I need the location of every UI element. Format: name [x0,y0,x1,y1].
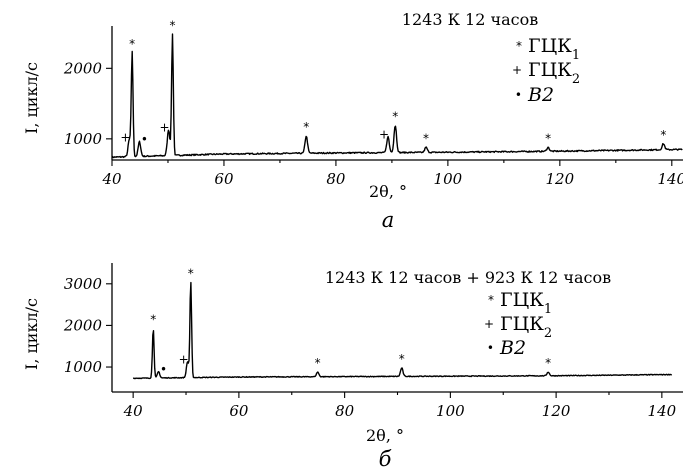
y-tick-label: 3000 [64,275,103,293]
legend-marker: * [516,39,522,53]
x-tick-label: 120 [546,170,575,188]
xrd-panel-b: 40 60 80 100 120 140 1000 2000 3000 * * * * * + • 1243 К… [22,263,683,470]
legend-label: ГЦК [528,59,572,81]
legend-marker: + [484,317,494,331]
x-tick-label: 140 [657,170,683,188]
legend-label: B2 [499,337,526,359]
y-tick-label: 2000 [63,316,103,334]
legend-marker: • [487,341,494,355]
legend-label: ГЦК [528,35,572,57]
peak-marker-fcc2: + [379,128,389,142]
peak-marker-fcc1: * [315,356,321,370]
x-tick-label: 60 [229,402,249,420]
diffraction-trace [132,281,673,380]
peak-marker-fcc1: * [660,128,666,142]
x-tick-label: 140 [648,402,677,420]
legend-entry: B2 [527,84,554,106]
chart-title: 1243 К 12 часов [402,10,538,29]
peak-marker-b2: • [141,133,148,147]
legend-subscript: 1 [572,48,580,63]
panel-caption: б [379,447,392,470]
peak-marker-fcc1: * [188,267,194,281]
y-tick-label: 2000 [63,59,103,77]
x-axis-label: 2θ, ° [366,426,404,445]
peak-marker-b2: • [160,363,167,377]
diffraction-trace [111,33,683,159]
chart-title: 1243 К 12 часов + 923 К 12 часов [325,268,611,287]
x-tick-label: 40 [101,170,122,188]
x-tick-label: 80 [326,170,346,188]
x-axis-label: 2θ, ° [369,182,407,201]
legend-entry: ГЦК2 [528,59,580,87]
legend-label: ГЦК [500,289,544,311]
legend-marker: + [512,63,522,77]
x-tick-label: 100 [436,402,465,420]
peak-marker-fcc1: * [392,109,398,123]
y-tick-label: 1000 [64,358,103,376]
peak-marker-fcc2: + [160,121,170,135]
legend-subscript: 1 [544,302,552,317]
peak-marker-fcc1: * [545,131,551,145]
panel-caption: а [382,208,395,232]
y-tick-label: 1000 [64,130,103,148]
x-tick-label: 80 [335,402,355,420]
peak-marker-fcc1: * [169,18,175,32]
y-axis-label: I, цикл/с [22,298,41,370]
legend-entry: ГЦК2 [500,313,552,341]
legend-subscript: 2 [572,72,580,87]
legend-subscript: 2 [544,326,552,341]
legend-label: B2 [527,84,554,106]
legend-label: ГЦК [500,313,544,335]
x-tick-label: 100 [434,170,463,188]
peak-marker-fcc1: * [129,37,135,51]
peak-marker-fcc2: + [179,353,189,367]
legend-marker: * [488,293,494,307]
legend-entry: B2 [499,337,526,359]
legend-marker: • [515,88,522,102]
legend-entry: ГЦК1 [500,289,552,317]
peak-marker-fcc1: * [303,120,309,134]
y-axis-label: I, цикл/с [22,62,41,134]
legend-entry: ГЦК1 [528,35,580,63]
peak-marker-fcc2: + [120,131,130,145]
peak-marker-fcc1: * [399,352,405,366]
x-tick-label: 60 [214,170,234,188]
x-tick-label: 40 [123,402,144,420]
x-tick-label: 120 [542,402,571,420]
peak-marker-fcc1: * [150,313,156,327]
peak-marker-fcc1: * [545,356,551,370]
peak-marker-fcc1: * [423,131,429,145]
